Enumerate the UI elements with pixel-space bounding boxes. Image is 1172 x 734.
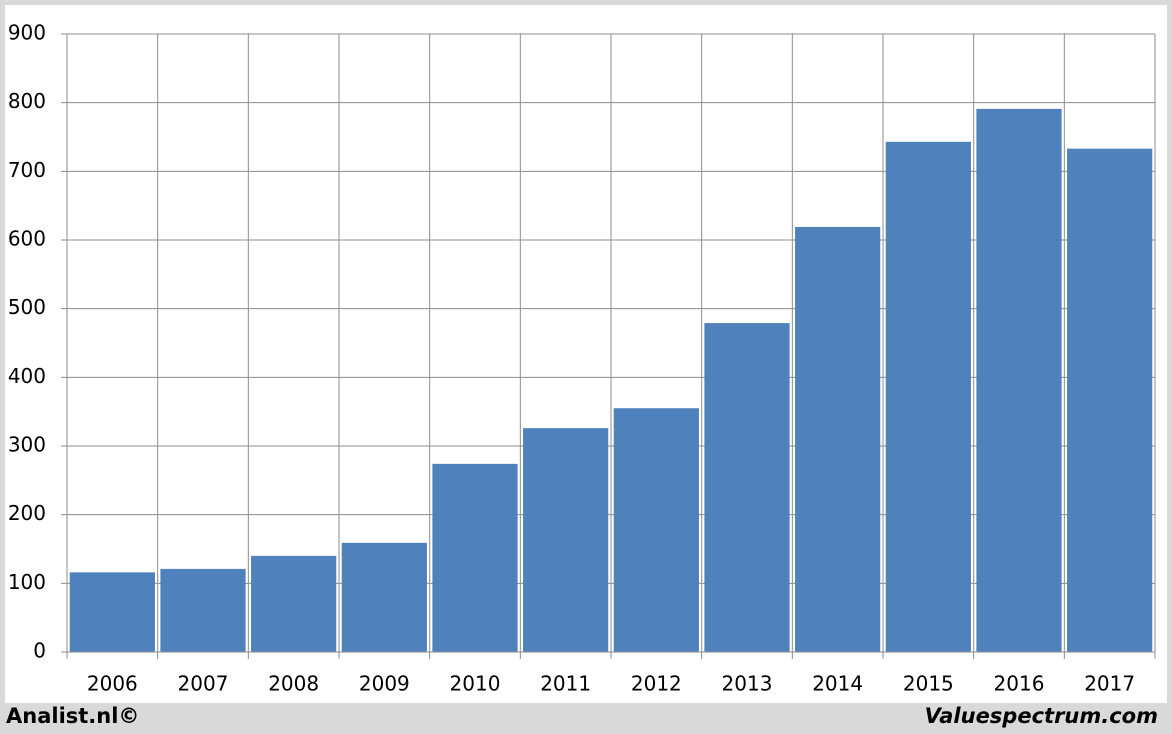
footer-left: Analist.nl© (6, 704, 139, 728)
y-tick-label: 300 (8, 433, 46, 457)
y-tick-label: 800 (8, 89, 46, 113)
x-tick-label: 2009 (359, 672, 410, 696)
y-tick-label: 400 (8, 364, 46, 388)
x-tick-label: 2017 (1084, 672, 1135, 696)
bar (613, 408, 699, 652)
x-tick-label: 2012 (631, 672, 682, 696)
y-tick-label: 600 (8, 227, 46, 251)
bar (160, 568, 246, 652)
bar (69, 572, 155, 652)
y-tick-label: 200 (8, 501, 46, 525)
bar (976, 108, 1062, 652)
bar (704, 323, 790, 652)
bar (341, 542, 427, 652)
x-tick-label: 2011 (540, 672, 591, 696)
y-tick-label: 900 (8, 21, 46, 45)
bar (251, 555, 337, 652)
x-tick-label: 2007 (178, 672, 229, 696)
bar (432, 463, 518, 652)
y-tick-label: 500 (8, 295, 46, 319)
y-tick-label: 700 (8, 158, 46, 182)
footer-right: Valuespectrum.com (925, 704, 1158, 728)
bar (1067, 148, 1153, 652)
x-tick-label: 2014 (812, 672, 863, 696)
y-tick-label: 100 (8, 570, 46, 594)
bar (523, 428, 609, 652)
bar (885, 141, 971, 652)
x-tick-label: 2006 (87, 672, 138, 696)
x-tick-label: 2010 (450, 672, 501, 696)
bar (795, 226, 881, 652)
x-tick-label: 2016 (994, 672, 1045, 696)
y-tick-label: 0 (33, 639, 46, 663)
x-tick-label: 2008 (268, 672, 319, 696)
x-tick-label: 2015 (903, 672, 954, 696)
x-tick-label: 2013 (722, 672, 773, 696)
